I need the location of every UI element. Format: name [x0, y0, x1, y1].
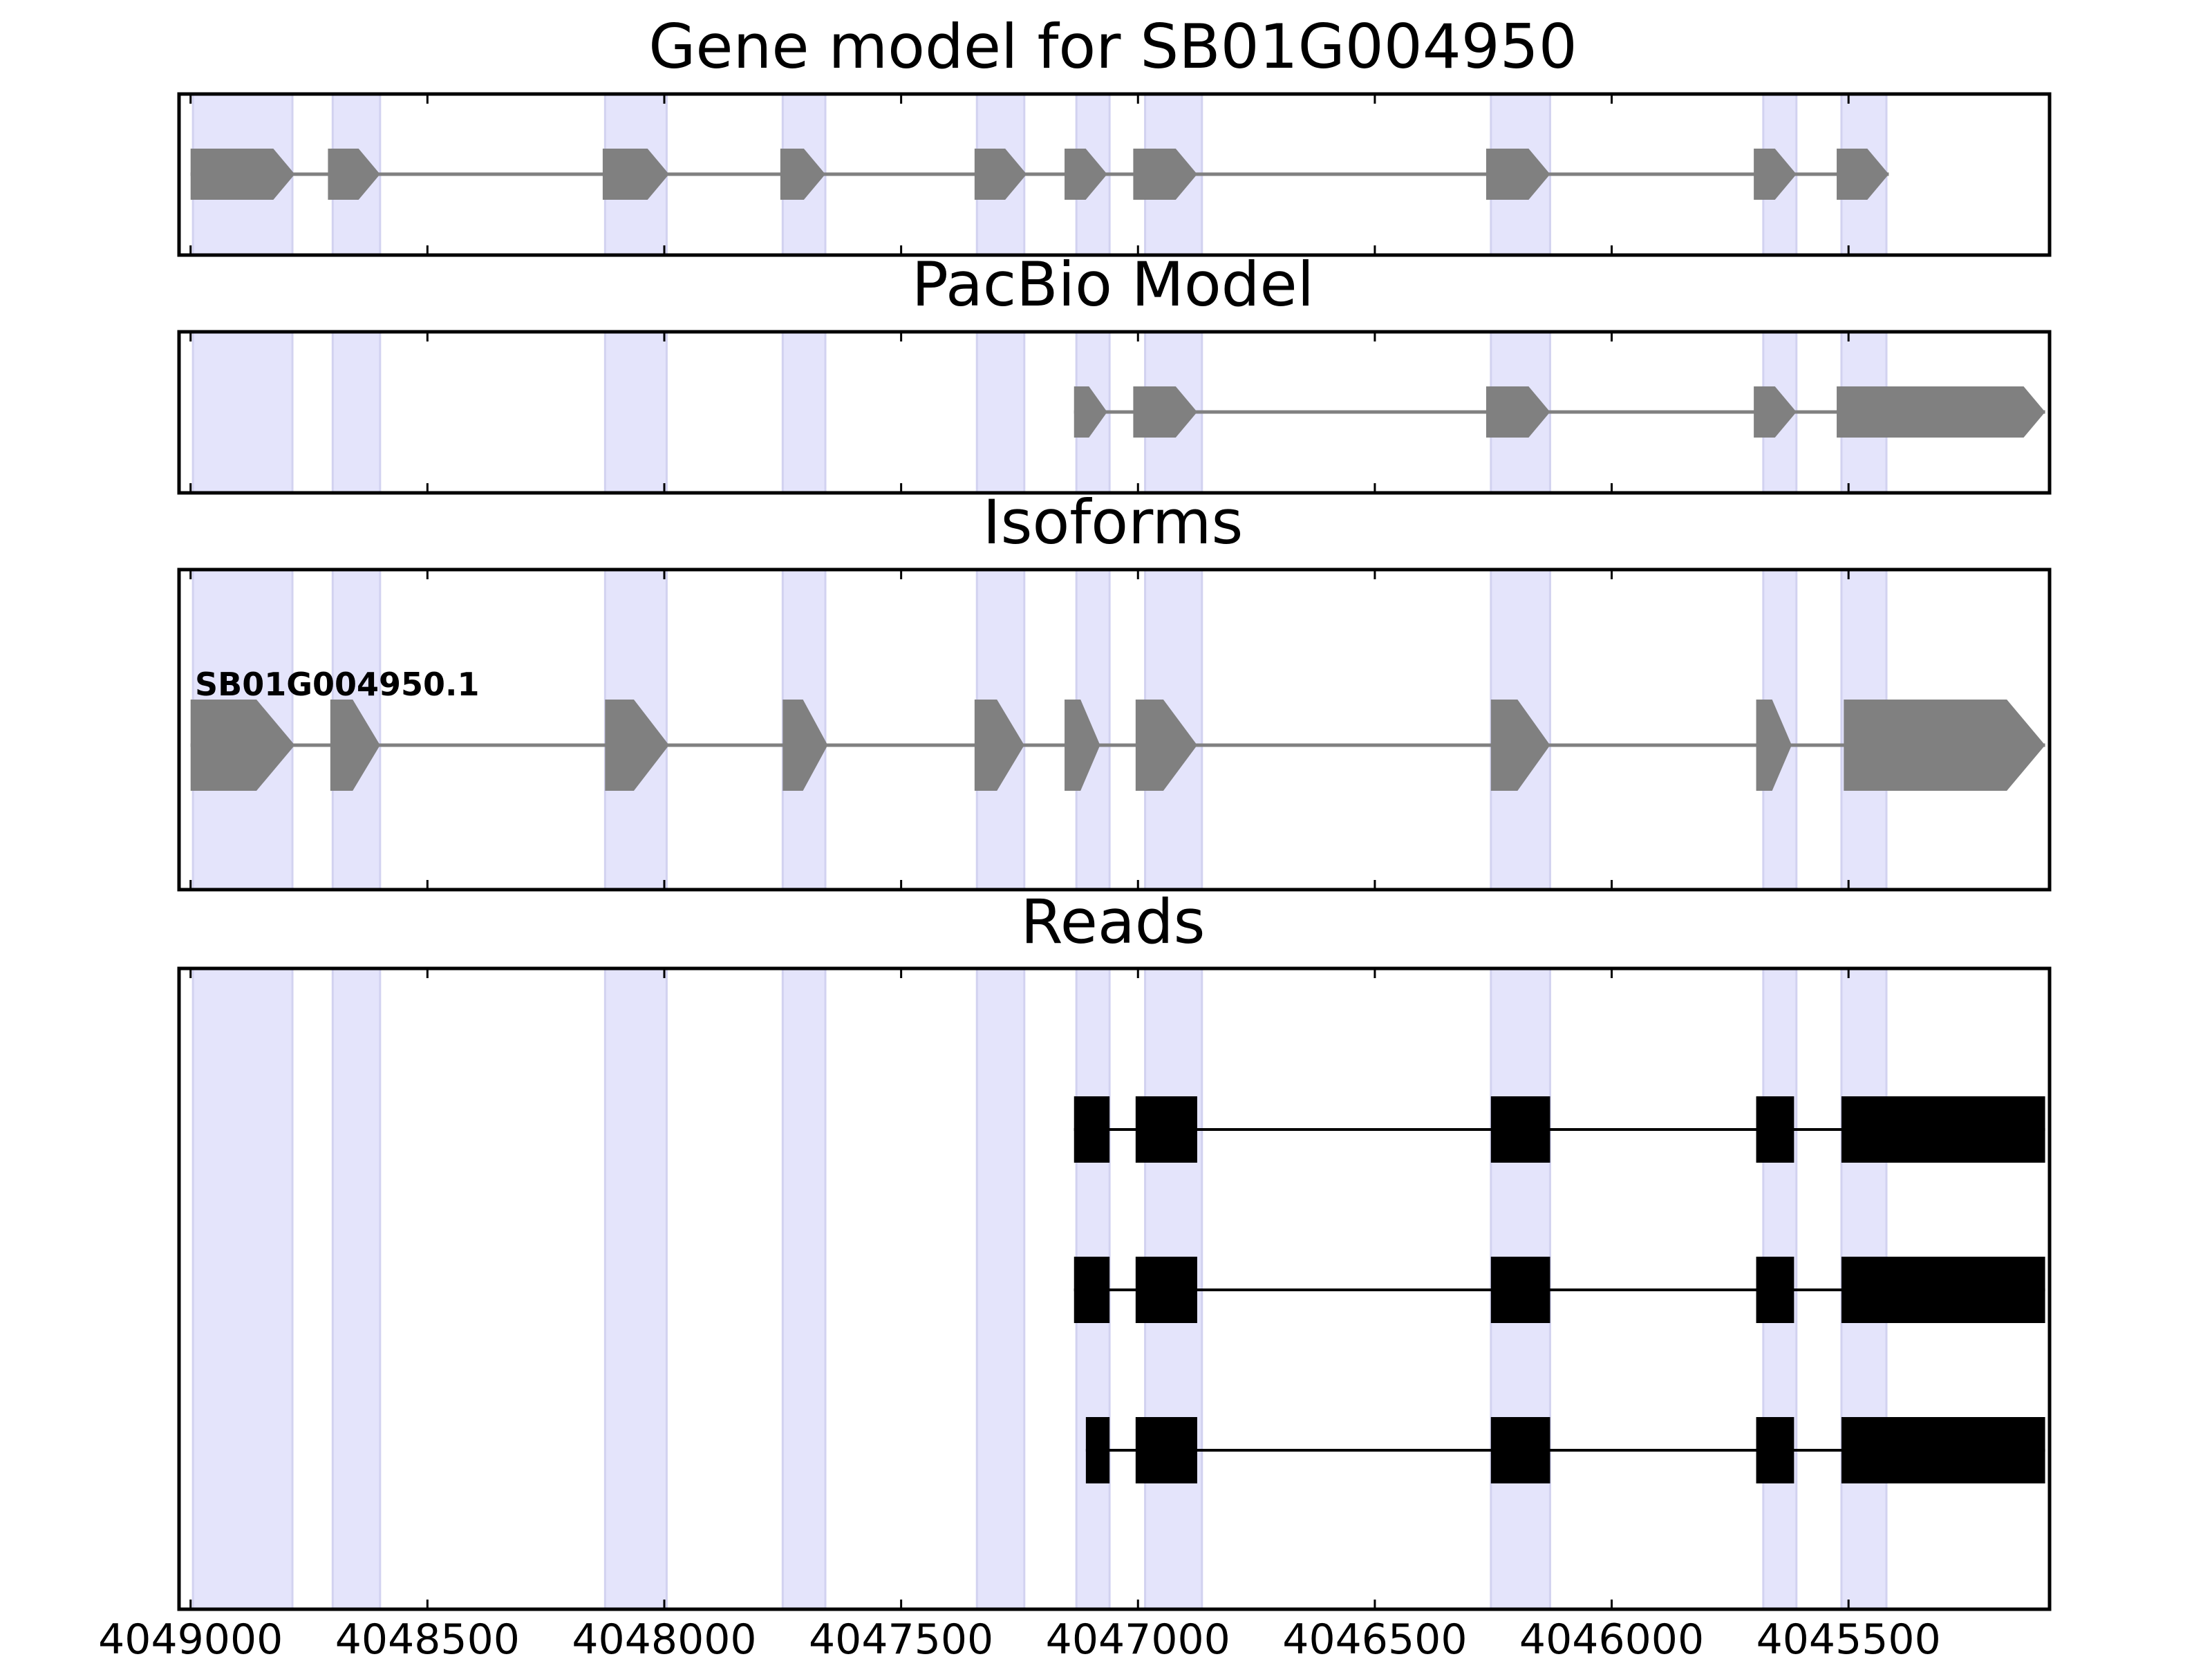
panel-title: Reads [1021, 886, 1206, 957]
panel-title: Isoforms [983, 487, 1244, 558]
x-tick-label: 4045500 [1756, 1615, 1941, 1659]
x-ticks [189, 332, 1850, 493]
panel-frame [177, 92, 2052, 257]
x-tick-label: 4046500 [1282, 1615, 1467, 1659]
exon-highlight [975, 330, 1026, 494]
exon-block [1844, 700, 2045, 791]
panel-title: Gene model for SB01G004950 [648, 11, 1577, 82]
x-tick-label: 4048000 [572, 1615, 756, 1659]
exon-block [1485, 149, 1550, 200]
exon-block [974, 149, 1027, 200]
exon-block [1756, 1096, 1794, 1163]
isoform-label: SB01G004950.1 [195, 666, 479, 703]
exon-block [1135, 1257, 1197, 1323]
exon-block [1841, 1417, 2045, 1483]
x-tick-label: 4047500 [809, 1615, 993, 1659]
tracks: SB01G004950.1 [190, 666, 2045, 791]
exon-highlight [191, 967, 294, 1611]
exon-block [1756, 1417, 1794, 1483]
exon-highlight [781, 967, 827, 1611]
panel-gene-model: Gene model for SB01G004950 [177, 11, 2052, 257]
exon-block [782, 700, 828, 791]
panel-frame [177, 568, 2052, 892]
x-ticks [189, 968, 1850, 1609]
exon-block [1133, 386, 1197, 438]
exon-block [1135, 700, 1197, 791]
panel-isoforms: Isoforms SB01G004950.1 [177, 487, 2052, 892]
exon-block [1490, 1417, 1550, 1483]
exon-highlight [975, 967, 1026, 1611]
x-tick-label: 4047000 [1046, 1615, 1230, 1659]
panel-reads: Reads [177, 886, 2052, 1611]
exon-block [1756, 1257, 1794, 1323]
exon-block [1074, 1096, 1110, 1163]
tracks [190, 149, 1889, 200]
exon-highlight [191, 330, 294, 494]
x-ticks [189, 94, 1850, 255]
exon-block [1490, 1257, 1550, 1323]
exon-block [1490, 700, 1550, 791]
exon-block [1135, 1096, 1197, 1163]
exon-block [1837, 386, 2045, 438]
exon-block [1485, 386, 1550, 438]
exon-block [1754, 149, 1797, 200]
exon-block [1841, 1257, 2045, 1323]
exon-block [974, 700, 1024, 791]
exon-highlight [781, 330, 827, 494]
panel-frame [177, 966, 2052, 1611]
tracks [1074, 386, 2045, 438]
exon-highlight [331, 330, 382, 494]
exon-block [1074, 1257, 1110, 1323]
exon-block [328, 149, 380, 200]
exon-block [1837, 149, 1889, 200]
exon-block [1756, 700, 1792, 791]
exon-block [1135, 1417, 1197, 1483]
exon-block [190, 700, 295, 791]
exon-block [780, 149, 825, 200]
exon-block [1133, 149, 1197, 200]
panel-pacbio-model: PacBio Model [177, 249, 2052, 495]
exon-block [1490, 1096, 1550, 1163]
exon-block [1065, 149, 1107, 200]
exon-block [190, 149, 295, 200]
x-tick-label: 4049000 [98, 1615, 283, 1659]
exon-block [1074, 386, 1107, 438]
exon-block [605, 700, 669, 791]
x-tick-labels: 4049000 4048500 4048000 4047500 4047000 40465… [98, 1615, 1941, 1659]
exon-block [1065, 700, 1100, 791]
x-tick-label: 4046000 [1519, 1615, 1704, 1659]
exon-highlight [331, 967, 382, 1611]
panel-frame [177, 330, 2052, 495]
exon-block [1841, 1096, 2045, 1163]
x-tick-label: 4048500 [335, 1615, 520, 1659]
panel-title: PacBio Model [912, 249, 1314, 320]
exon-block [330, 700, 380, 791]
exon-block [1754, 386, 1797, 438]
exon-block [602, 149, 669, 200]
tracks [1074, 1096, 2045, 1483]
exon-highlight [603, 967, 668, 1611]
x-ticks [189, 570, 1850, 890]
exon-highlight [603, 330, 668, 494]
exon-block [1085, 1417, 1110, 1483]
exon-highlights [191, 568, 1888, 891]
